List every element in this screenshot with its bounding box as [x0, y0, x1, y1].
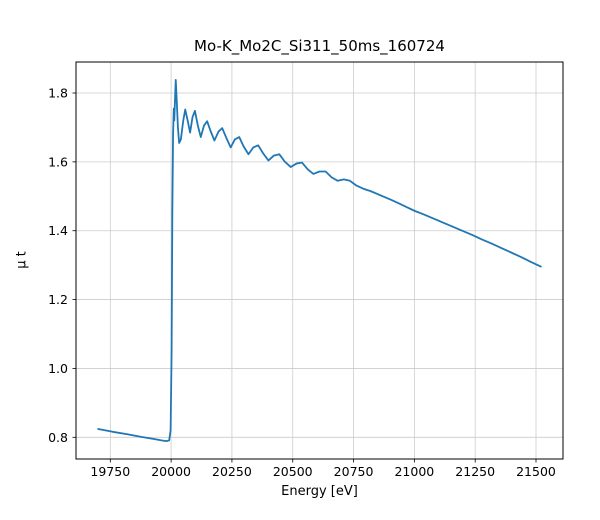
- x-tick-label: 20500: [273, 464, 313, 479]
- plot-frame: [75, 61, 564, 460]
- y-tick-label: 1.8: [48, 85, 68, 100]
- chart-title: Mo-K_Mo2C_Si311_50ms_160724: [194, 37, 445, 55]
- y-axis-label: μ t: [14, 251, 30, 269]
- x-tick-label: 21250: [455, 464, 495, 479]
- data-line: [97, 79, 542, 443]
- x-tick-label: 20750: [334, 464, 374, 479]
- y-tick-label: 0.8: [48, 430, 68, 445]
- y-tick-label: 1.2: [48, 292, 68, 307]
- y-tick-label: 1.6: [48, 154, 68, 169]
- x-tick-label: 21500: [516, 464, 556, 479]
- x-tick-label: 19750: [90, 464, 130, 479]
- y-tick-label: 1.4: [48, 223, 68, 238]
- x-axis-label: Energy [eV]: [281, 484, 358, 499]
- y-tick-label: 1.0: [48, 361, 68, 376]
- x-tick-label: 20000: [151, 464, 191, 479]
- x-tick-label: 20250: [212, 464, 252, 479]
- x-tick-label: 21000: [394, 464, 434, 479]
